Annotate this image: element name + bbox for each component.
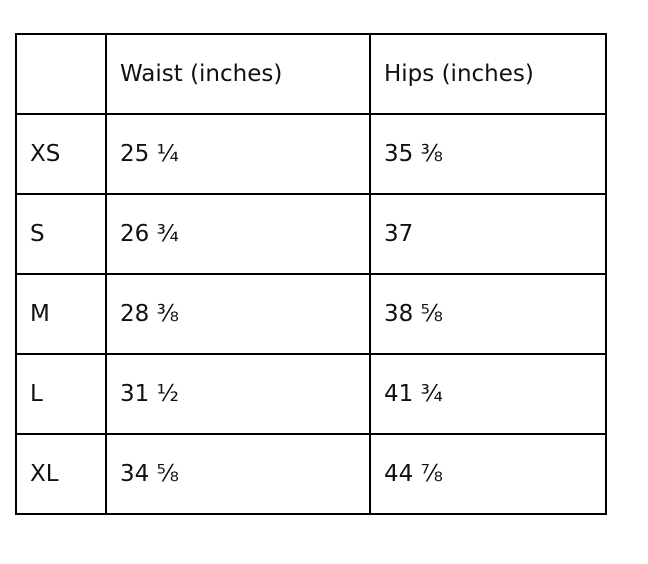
measurement: 44 ⅞ (384, 461, 443, 487)
header-row: Waist (inches) Hips (inches) (15, 33, 607, 115)
table-row: S 26 ¾ 37 (15, 193, 607, 275)
size-label: S (30, 221, 45, 247)
corner-cell (15, 33, 107, 115)
data-cell: 38 ⅝ (369, 273, 607, 355)
measurement: 34 ⅝ (120, 461, 179, 487)
size-label: XL (30, 461, 59, 487)
data-cell: 41 ¾ (369, 353, 607, 435)
measurement: 35 ⅜ (384, 141, 443, 167)
data-cell: 25 ¼ (105, 113, 371, 195)
measurement: 37 (384, 221, 414, 247)
data-cell: 31 ½ (105, 353, 371, 435)
data-cell: 28 ⅜ (105, 273, 371, 355)
table-container: Waist (inches) Hips (inches) XS 25 ¼ 35 ⅜ S 26… (15, 33, 607, 515)
size-table: Waist (inches) Hips (inches) XS 25 ¼ 35 ⅜ S 26… (15, 33, 607, 515)
data-cell: 37 (369, 193, 607, 275)
measurement: 41 ¾ (384, 381, 443, 407)
data-cell: 34 ⅝ (105, 433, 371, 515)
size-label: XS (30, 141, 61, 167)
row-header-cell: XL (15, 433, 107, 515)
measurement: 38 ⅝ (384, 301, 443, 327)
data-cell: 44 ⅞ (369, 433, 607, 515)
row-header-cell: L (15, 353, 107, 435)
column-header: Waist (inches) (120, 61, 283, 87)
table-row: XL 34 ⅝ 44 ⅞ (15, 433, 607, 515)
row-header-cell: S (15, 193, 107, 275)
measurement: 26 ¾ (120, 221, 179, 247)
measurement: 25 ¼ (120, 141, 179, 167)
table-row: L 31 ½ 41 ¾ (15, 353, 607, 435)
column-header: Hips (inches) (384, 61, 534, 87)
header-cell: Waist (inches) (105, 33, 371, 115)
header-cell: Hips (inches) (369, 33, 607, 115)
data-cell: 35 ⅜ (369, 113, 607, 195)
size-label: M (30, 301, 50, 327)
table-row: M 28 ⅜ 38 ⅝ (15, 273, 607, 355)
table-row: XS 25 ¼ 35 ⅜ (15, 113, 607, 195)
row-header-cell: XS (15, 113, 107, 195)
row-header-cell: M (15, 273, 107, 355)
data-cell: 26 ¾ (105, 193, 371, 275)
measurement: 31 ½ (120, 381, 179, 407)
measurement: 28 ⅜ (120, 301, 179, 327)
size-label: L (30, 381, 43, 407)
